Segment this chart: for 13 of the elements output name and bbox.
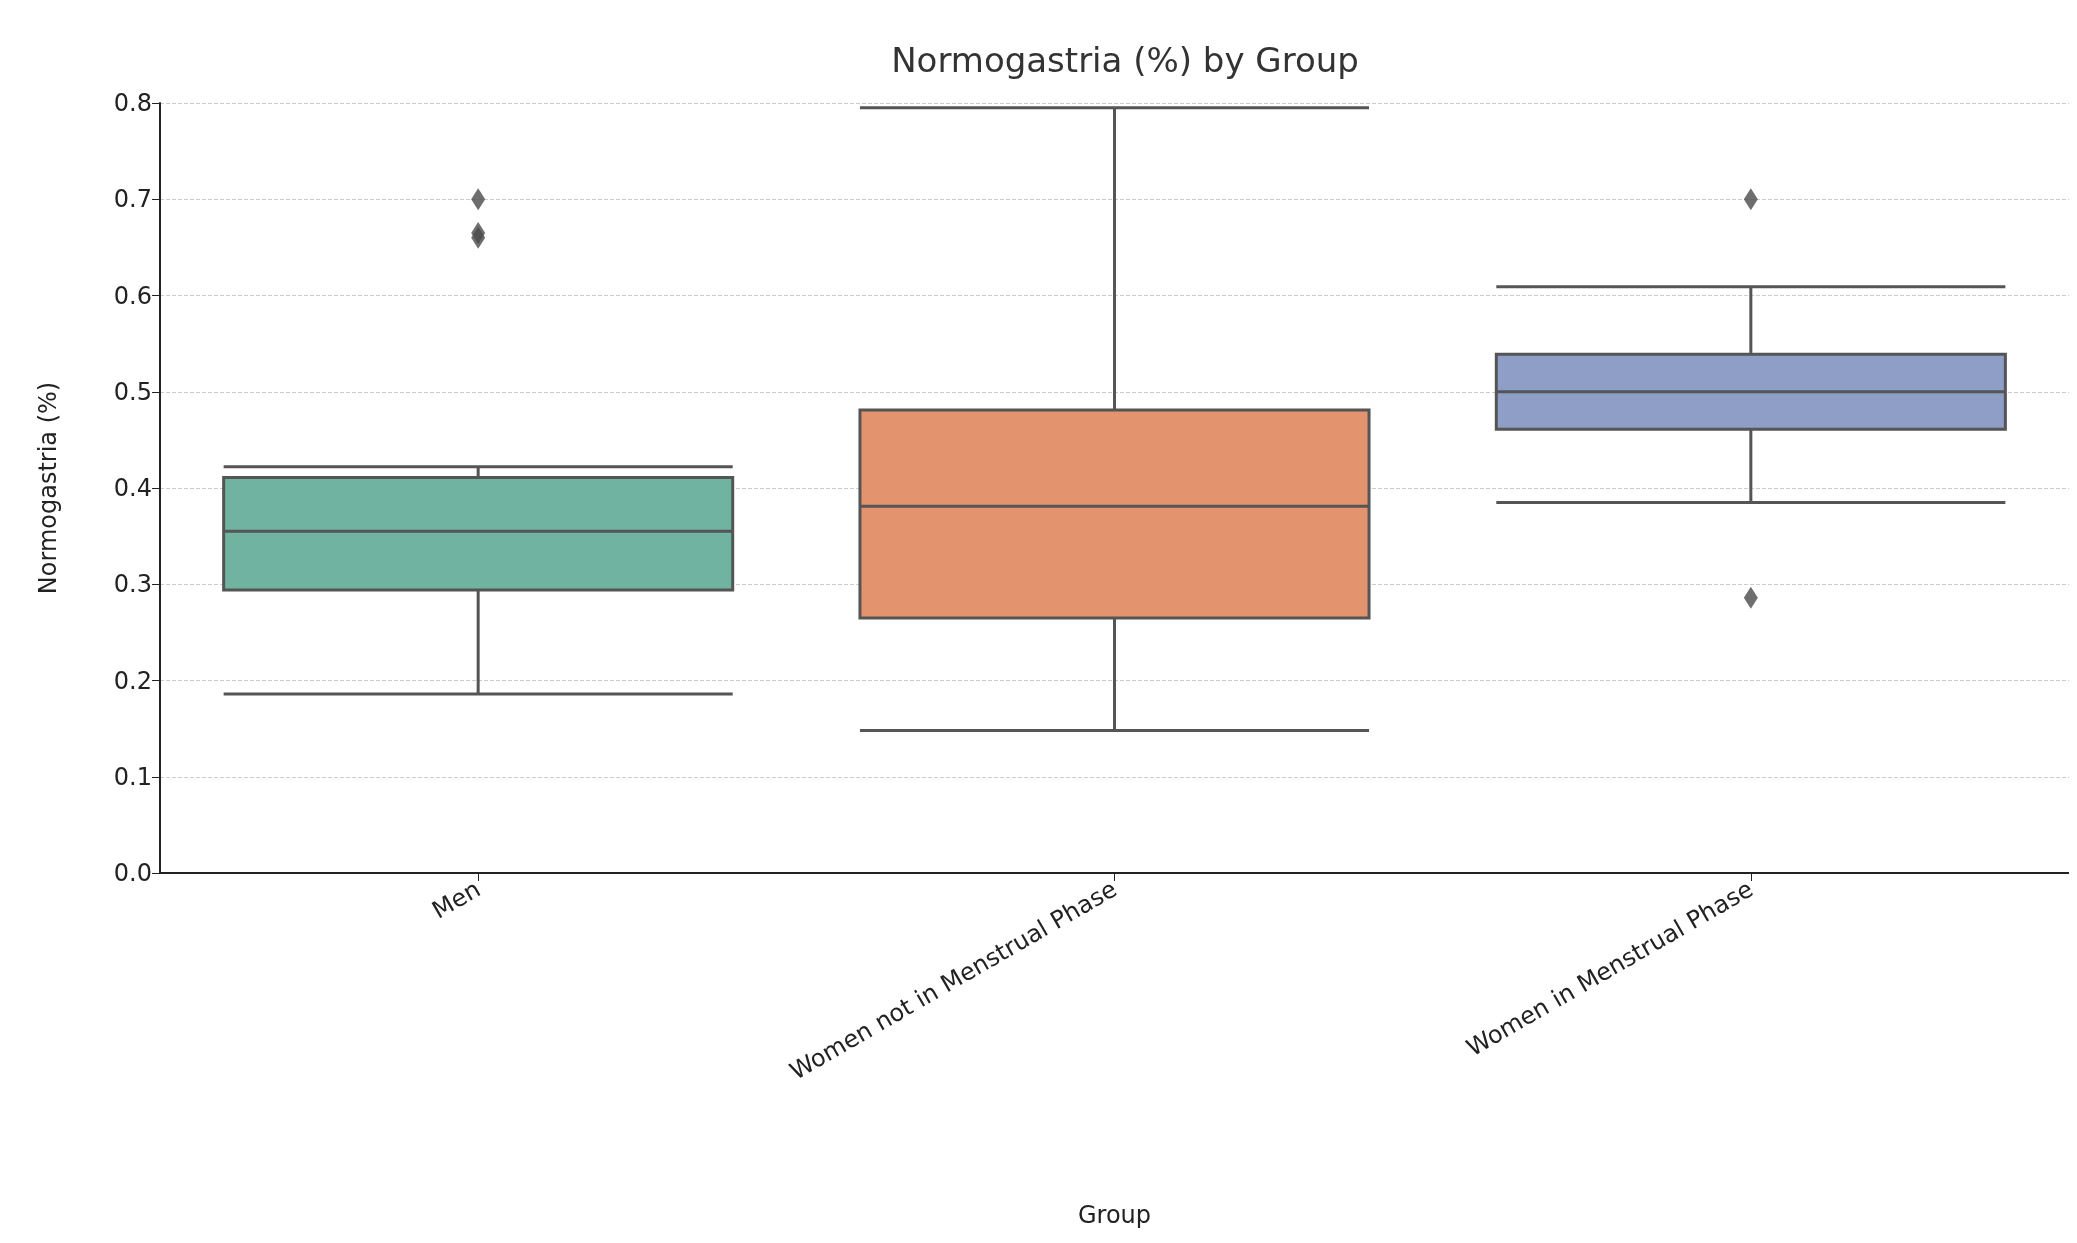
y-tick-label: 0.3	[113, 570, 152, 599]
y-tick-label: 0.4	[113, 474, 152, 502]
y-tick-label: 0.0	[113, 859, 152, 887]
y-tick-label: 0.6	[113, 281, 152, 310]
chart-title: Normogastria (%) by Group	[891, 40, 1359, 80]
y-tick-label: 0.8	[113, 89, 152, 117]
y-axis-title: Normogastria (%)	[34, 381, 62, 595]
x-tick-label: Men	[427, 874, 486, 925]
x-axis-title: Group	[1077, 1201, 1152, 1229]
y-tick-label: 0.2	[113, 666, 152, 695]
y-tick-label: 0.5	[113, 377, 152, 406]
y-tick-label: 0.1	[113, 762, 152, 791]
y-tick-label: 0.7	[113, 185, 152, 214]
